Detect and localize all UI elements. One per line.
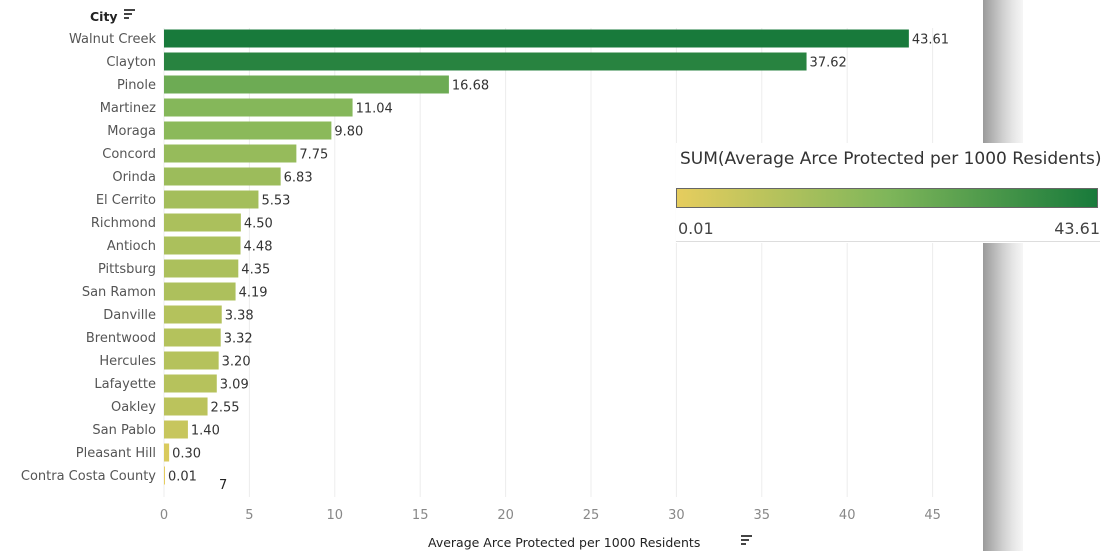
x-tick-label: 35 <box>754 508 771 523</box>
category-labels: Walnut Creek Clayton Pinole Martinez Moraga C… <box>21 32 157 484</box>
category-label: Orinda <box>112 170 156 185</box>
value-label: 2.55 <box>211 401 240 416</box>
value-label: 3.38 <box>225 309 254 324</box>
value-label: 37.62 <box>810 56 847 71</box>
value-label: 0.01 <box>168 470 197 485</box>
grid-lines <box>163 28 934 497</box>
category-label: Hercules <box>99 354 156 369</box>
value-label: 16.68 <box>452 79 489 94</box>
value-label: 43.61 <box>912 33 949 48</box>
bar <box>164 167 281 186</box>
category-label: Concord <box>102 147 156 162</box>
x-axis-sort-icon[interactable] <box>741 535 752 545</box>
x-tick-label: 0 <box>160 508 168 523</box>
bar <box>164 29 909 48</box>
color-legend[interactable]: SUM(Average Arce Protected per 1000 Resi… <box>676 143 1102 243</box>
bar <box>164 236 241 255</box>
bar <box>164 374 217 393</box>
x-tick-label: 5 <box>245 508 253 523</box>
bar <box>164 213 241 232</box>
value-label: 4.35 <box>241 263 270 278</box>
bar <box>164 282 236 301</box>
bar <box>164 397 208 416</box>
bar <box>164 305 222 324</box>
bars <box>164 29 909 485</box>
category-label: Richmond <box>91 216 156 231</box>
bar <box>164 190 259 209</box>
value-label: 0.30 <box>172 447 201 462</box>
category-label: Pinole <box>117 78 156 93</box>
value-label: 4.50 <box>244 217 273 232</box>
category-label: Pittsburg <box>98 262 156 277</box>
bar <box>164 443 170 462</box>
value-label: 4.48 <box>244 240 273 255</box>
bar <box>164 121 332 140</box>
bar <box>164 75 449 94</box>
category-label: Lafayette <box>94 377 156 392</box>
x-tick-label: 10 <box>327 508 344 523</box>
category-label: Moraga <box>107 124 156 139</box>
category-label: El Cerrito <box>96 193 156 208</box>
sort-icon[interactable] <box>124 9 135 19</box>
x-tick-label: 45 <box>924 508 941 523</box>
value-label: 11.04 <box>356 102 393 117</box>
bar <box>164 328 221 347</box>
bar <box>164 98 353 117</box>
category-label: Antioch <box>107 239 156 254</box>
x-axis-title: Average Arce Protected per 1000 Resident… <box>428 535 700 550</box>
legend-title: SUM(Average Arce Protected per 1000 Resi… <box>680 149 1102 169</box>
value-label: 1.40 <box>191 424 220 439</box>
legend-gradient-bar <box>676 188 1098 208</box>
bar <box>164 52 807 71</box>
value-label: 3.32 <box>224 332 253 347</box>
bar <box>164 420 188 439</box>
category-label: Contra Costa County <box>21 469 156 484</box>
legend-min-label: 0.01 <box>678 219 714 238</box>
category-label: Brentwood <box>86 331 156 346</box>
x-tick-label: 30 <box>668 508 685 523</box>
legend-max-label: 43.61 <box>1054 219 1100 238</box>
value-label: 3.09 <box>220 378 249 393</box>
bar <box>164 259 239 278</box>
x-tick-label: 40 <box>839 508 856 523</box>
category-label: San Ramon <box>82 285 156 300</box>
bar <box>164 351 219 370</box>
category-label: Martinez <box>100 101 156 116</box>
category-label: Pleasant Hill <box>76 446 156 461</box>
bar <box>164 144 297 163</box>
x-axis-ticks: 0 5 10 15 20 25 30 35 40 45 <box>160 508 941 523</box>
panel-edge <box>983 0 1023 551</box>
category-label: Clayton <box>106 55 156 70</box>
legend-divider <box>676 241 1100 242</box>
value-labels: 43.61 37.62 16.68 11.04 9.80 7.75 6.83 5.53 4.50… <box>168 33 949 485</box>
value-label: 5.53 <box>261 194 290 209</box>
category-label: Walnut Creek <box>69 32 156 47</box>
value-label: 3.20 <box>222 355 251 370</box>
value-label: 6.83 <box>284 171 313 186</box>
x-tick-label: 15 <box>412 508 429 523</box>
value-label: 4.19 <box>239 286 268 301</box>
category-label: Oakley <box>111 400 156 415</box>
city-column-header[interactable]: City <box>90 9 118 24</box>
bar <box>164 466 165 485</box>
value-label: 9.80 <box>334 125 363 140</box>
category-label: Danville <box>103 308 156 323</box>
stray-annotation: 7 <box>219 478 227 493</box>
x-tick-label: 20 <box>497 508 514 523</box>
category-label: San Pablo <box>92 423 156 438</box>
x-tick-label: 25 <box>583 508 600 523</box>
value-label: 7.75 <box>299 148 328 163</box>
